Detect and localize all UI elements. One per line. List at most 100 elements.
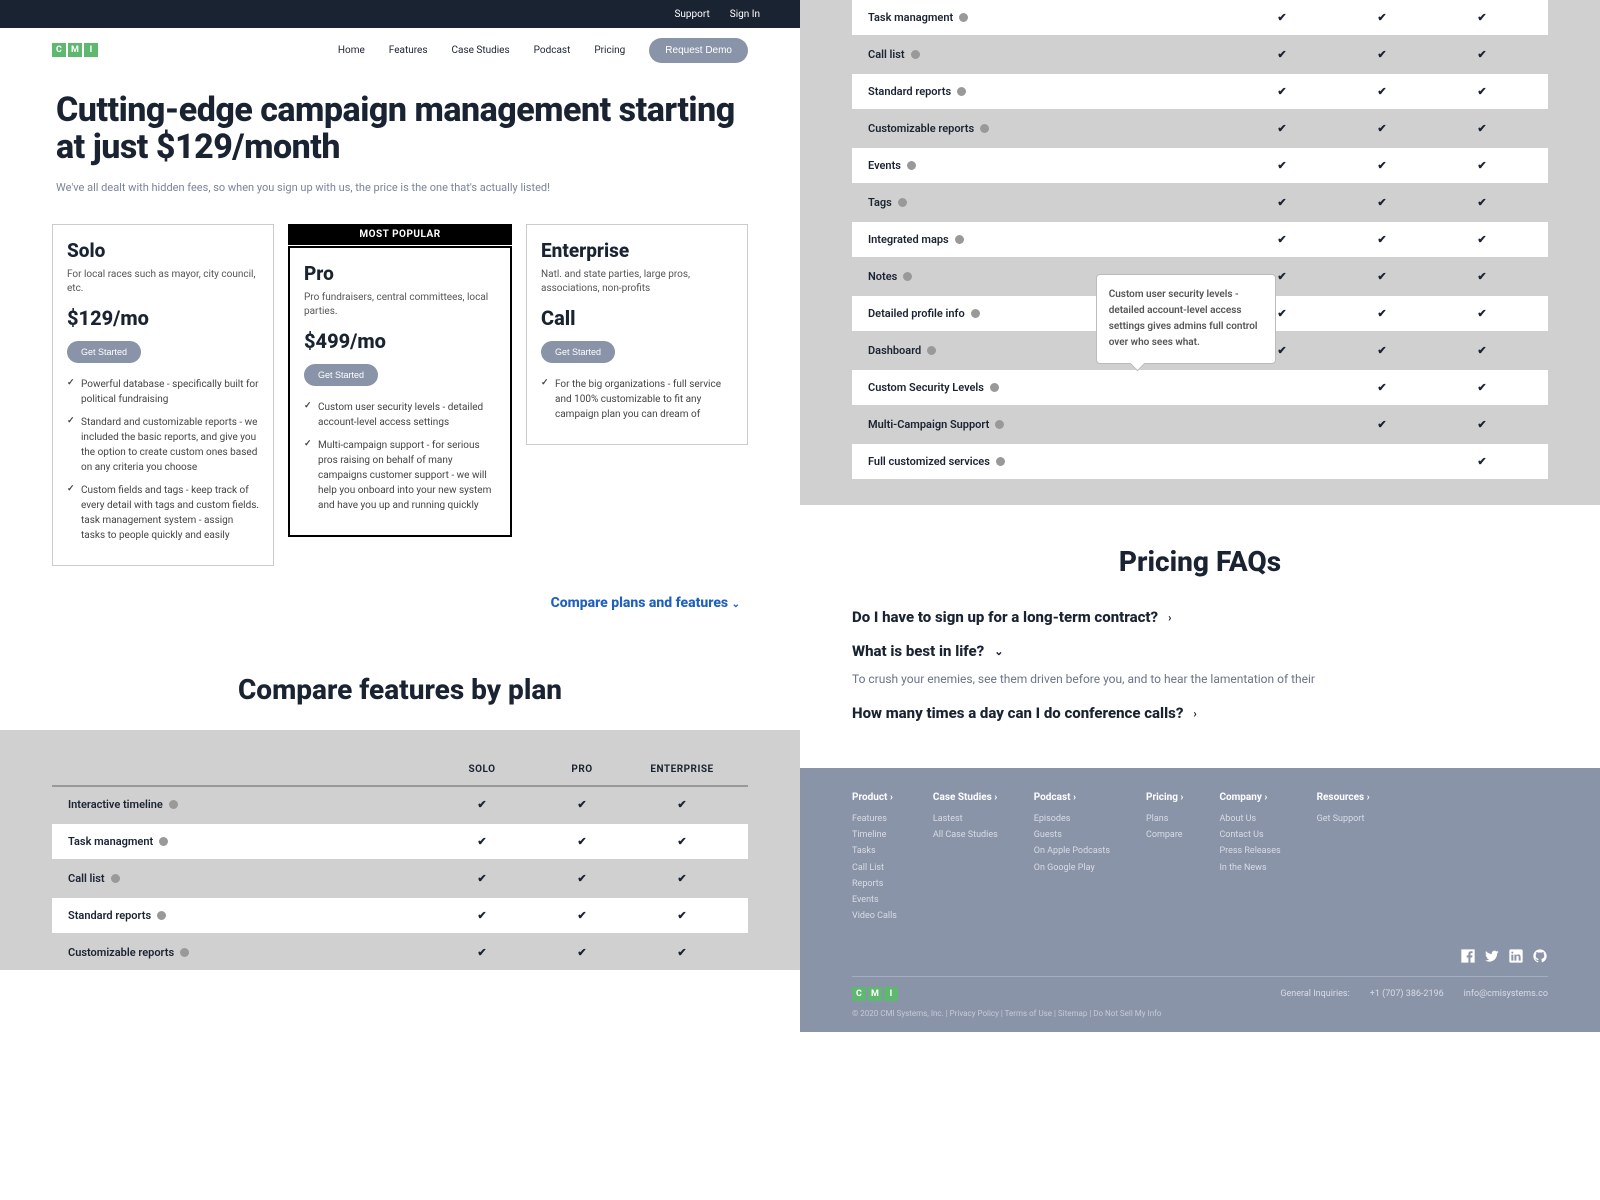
support-link[interactable]: Support [674, 9, 709, 20]
get-started-button[interactable]: Get Started [304, 364, 378, 386]
footer-col-title[interactable]: Company › [1219, 792, 1280, 803]
compare-table-wrap-right: Task managment ✔✔✔Call list ✔✔✔Standard … [800, 0, 1600, 505]
footer-phone[interactable]: +1 (707) 386-2196 [1370, 989, 1444, 999]
faq-question[interactable]: Do I have to sign up for a long-term con… [852, 608, 1548, 626]
logo-c: C [52, 43, 66, 57]
twitter-icon[interactable] [1484, 948, 1500, 964]
request-demo-button[interactable]: Request Demo [649, 38, 748, 63]
info-icon[interactable] [927, 346, 936, 355]
compare-title: Compare features by plan [0, 673, 800, 706]
faq-item[interactable]: How many times a day can I do conference… [852, 704, 1548, 722]
table-row: Standard reports ✔✔✔ [52, 898, 748, 933]
feature-name: Call list [68, 872, 432, 885]
plan-enterprise: EnterpriseNatl. and state parties, large… [526, 224, 748, 445]
plan-name: Enterprise [541, 239, 733, 262]
check-cell: ✔ [1432, 122, 1532, 135]
footer-link[interactable]: About Us [1219, 811, 1280, 827]
footer-link[interactable]: Contact Us [1219, 827, 1280, 843]
footer-link[interactable]: Lastest [933, 811, 998, 827]
check-cell: ✔ [1332, 344, 1432, 357]
info-icon[interactable] [911, 50, 920, 59]
logo-m: M [68, 43, 82, 57]
feature-name: Multi-Campaign Support [868, 418, 1232, 431]
footer-link[interactable]: Episodes [1034, 811, 1110, 827]
footer-link[interactable]: Timeline [852, 827, 897, 843]
col-pro: PRO [532, 764, 632, 775]
nav-home[interactable]: Home [338, 45, 365, 56]
col-solo: SOLO [432, 764, 532, 775]
info-icon[interactable] [157, 911, 166, 920]
check-cell: ✔ [1332, 122, 1432, 135]
footer-link[interactable]: In the News [1219, 860, 1280, 876]
footer-link[interactable]: Press Releases [1219, 843, 1280, 859]
nav-pricing[interactable]: Pricing [594, 45, 625, 56]
check-cell: ✔ [1432, 418, 1532, 431]
faq-item[interactable]: Do I have to sign up for a long-term con… [852, 608, 1548, 626]
compare-plans-link[interactable]: Compare plans and features ⌄ [551, 595, 740, 611]
footer-link[interactable]: Events [852, 892, 897, 908]
footer-link[interactable]: Call List [852, 860, 897, 876]
table-row: Customizable reports ✔✔✔ [852, 111, 1548, 146]
check-cell: ✔ [632, 835, 732, 848]
info-icon[interactable] [971, 309, 980, 318]
nav-podcast[interactable]: Podcast [534, 45, 571, 56]
footer-link[interactable]: On Apple Podcasts [1034, 843, 1110, 859]
info-icon[interactable] [980, 124, 989, 133]
info-icon[interactable] [959, 13, 968, 22]
footer-col-title[interactable]: Resources › [1317, 792, 1370, 803]
footer-link[interactable]: Video Calls [852, 908, 897, 924]
popular-badge: MOST POPULAR [288, 224, 512, 245]
feature-name: Customizable reports [868, 122, 1232, 135]
info-icon[interactable] [990, 383, 999, 392]
footer-link[interactable]: Guests [1034, 827, 1110, 843]
table-row: Task managment ✔✔✔ [52, 824, 748, 859]
info-icon[interactable] [111, 874, 120, 883]
footer-link[interactable]: Reports [852, 876, 897, 892]
footer-link[interactable]: All Case Studies [933, 827, 998, 843]
nav-case-studies[interactable]: Case Studies [452, 45, 510, 56]
get-started-button[interactable]: Get Started [541, 341, 615, 363]
feature-name: Events [868, 159, 1232, 172]
footer-email[interactable]: info@cmisystems.co [1464, 989, 1548, 999]
footer-link[interactable]: Features [852, 811, 897, 827]
github-icon[interactable] [1532, 948, 1548, 964]
plan-desc: For local races such as mayor, city coun… [67, 268, 259, 296]
info-icon[interactable] [955, 235, 964, 244]
facebook-icon[interactable] [1460, 948, 1476, 964]
check-cell: ✔ [1332, 270, 1432, 283]
info-icon[interactable] [169, 800, 178, 809]
footer-link[interactable]: Tasks [852, 843, 897, 859]
faq-question[interactable]: What is best in life? ⌄ [852, 642, 1548, 660]
feature-item: Custom user security levels - detailed a… [304, 400, 496, 430]
footer-col-title[interactable]: Pricing › [1146, 792, 1183, 803]
footer-col-title[interactable]: Podcast › [1034, 792, 1110, 803]
nav-links: Home Features Case Studies Podcast Prici… [338, 38, 748, 63]
info-icon[interactable] [903, 272, 912, 281]
footer-col-title[interactable]: Product › [852, 792, 897, 803]
info-icon[interactable] [995, 420, 1004, 429]
check-cell: ✔ [1432, 233, 1532, 246]
info-icon[interactable] [898, 198, 907, 207]
check-cell: ✔ [532, 835, 632, 848]
footer-link[interactable]: Compare [1146, 827, 1183, 843]
info-icon[interactable] [996, 457, 1005, 466]
footer-col-title[interactable]: Case Studies › [933, 792, 998, 803]
linkedin-icon[interactable] [1508, 948, 1524, 964]
feature-name: Detailed profile info Custom user securi… [868, 307, 1232, 320]
info-icon[interactable] [957, 87, 966, 96]
logo[interactable]: C M I [52, 43, 98, 57]
footer-link[interactable]: On Google Play [1034, 860, 1110, 876]
info-icon[interactable] [180, 948, 189, 957]
faq-item[interactable]: What is best in life? ⌄To crush your ene… [852, 642, 1548, 688]
plan-name: Pro [304, 262, 496, 285]
footer-logo[interactable]: C M I [852, 987, 898, 1001]
info-icon[interactable] [907, 161, 916, 170]
plan-features: Powerful database - specifically built f… [67, 377, 259, 543]
faq-question[interactable]: How many times a day can I do conference… [852, 704, 1548, 722]
signin-link[interactable]: Sign In [730, 9, 760, 20]
get-started-button[interactable]: Get Started [67, 341, 141, 363]
footer-link[interactable]: Get Support [1317, 811, 1370, 827]
info-icon[interactable] [159, 837, 168, 846]
footer-link[interactable]: Plans [1146, 811, 1183, 827]
nav-features[interactable]: Features [389, 45, 428, 56]
